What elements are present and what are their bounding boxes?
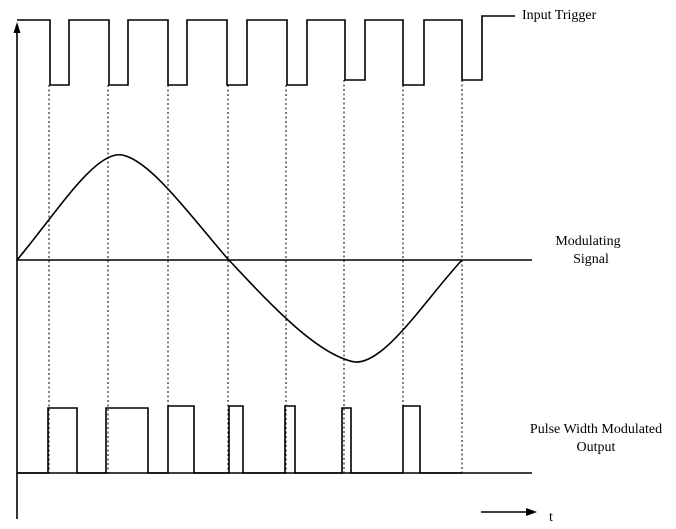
- time-axis-label: t: [549, 510, 553, 525]
- pwm-label-line2: Output: [576, 440, 616, 455]
- input-trigger-label: Input Trigger: [522, 8, 597, 23]
- vertical-axis-arrow: [13, 22, 21, 33]
- input-trigger-waveform: [17, 15, 515, 86]
- modulating-label-line2: Signal: [573, 252, 609, 267]
- pwm-output-label: Pulse Width Modulated Output: [518, 421, 674, 457]
- modulating-label-line1: Modulating: [555, 234, 621, 249]
- pwm-output-waveform: [17, 405, 462, 474]
- modulating-signal-label: Modulating Signal: [538, 233, 638, 269]
- modulating-signal-curve: [16, 154, 463, 363]
- time-axis-arrowhead: [526, 508, 537, 516]
- pwm-label-line1: Pulse Width Modulated: [529, 422, 663, 437]
- timing-gridlines: [48, 80, 463, 473]
